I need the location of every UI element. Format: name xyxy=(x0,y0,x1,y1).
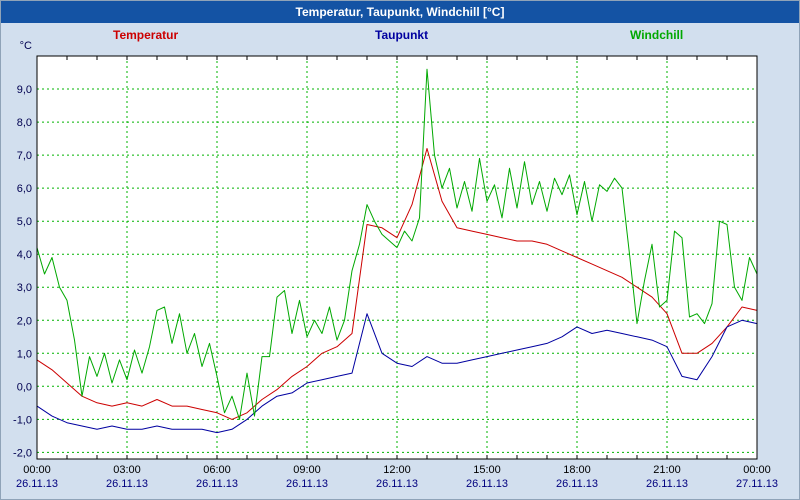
y-axis-label: 6,0 xyxy=(17,183,32,195)
x-axis-date-label: 27.11.13 xyxy=(736,478,778,490)
y-axis-label: 9,0 xyxy=(17,84,32,96)
x-axis-date-label: 26.11.13 xyxy=(376,478,418,490)
y-axis-label: 1,0 xyxy=(17,348,32,360)
y-axis-label: 8,0 xyxy=(17,117,32,129)
y-axis-label: -2,0 xyxy=(13,447,32,459)
legend-temperatur: Temperatur xyxy=(113,28,179,42)
x-axis-time-label: 18:00 xyxy=(563,464,591,476)
y-axis-label: 3,0 xyxy=(17,282,32,294)
series-line-taupunkt xyxy=(36,313,758,434)
x-axis-time-label: 21:00 xyxy=(653,464,681,476)
x-axis-date-label: 26.11.13 xyxy=(466,478,508,490)
x-axis-time-label: 09:00 xyxy=(293,464,321,476)
x-axis-date-label: 26.11.13 xyxy=(646,478,688,490)
x-axis-time-label: 06:00 xyxy=(203,464,231,476)
legend-taupunkt: Taupunkt xyxy=(375,28,429,42)
y-axis-label: 2,0 xyxy=(17,315,32,327)
window-title: Temperatur, Taupunkt, Windchill [°C] xyxy=(295,5,505,19)
x-axis-date-label: 26.11.13 xyxy=(196,478,238,490)
y-axis-label: 7,0 xyxy=(17,150,32,162)
series-line-windchill xyxy=(36,68,758,420)
x-axis-date-label: 26.11.13 xyxy=(286,478,328,490)
x-axis-time-label: 15:00 xyxy=(473,464,501,476)
y-axis-label: -1,0 xyxy=(13,414,32,426)
plot-border xyxy=(36,55,758,460)
x-axis-date-label: 26.11.13 xyxy=(16,478,58,490)
y-axis-unit-label: °C xyxy=(20,40,32,52)
y-axis-label: 5,0 xyxy=(17,216,32,228)
x-axis-time-label: 12:00 xyxy=(383,464,411,476)
x-axis-time-label: 03:00 xyxy=(113,464,141,476)
x-axis-time-label: 00:00 xyxy=(23,464,51,476)
y-axis-label: 0,0 xyxy=(17,381,32,393)
y-axis-label: 4,0 xyxy=(17,249,32,261)
x-axis-time-label: 00:00 xyxy=(743,464,771,476)
x-axis-date-label: 26.11.13 xyxy=(556,478,598,490)
window-title-bar: Temperatur, Taupunkt, Windchill [°C] xyxy=(1,1,799,23)
x-axis-date-label: 26.11.13 xyxy=(106,478,148,490)
legend-windchill: Windchill xyxy=(630,28,684,42)
series-line-temperatur xyxy=(36,148,758,420)
